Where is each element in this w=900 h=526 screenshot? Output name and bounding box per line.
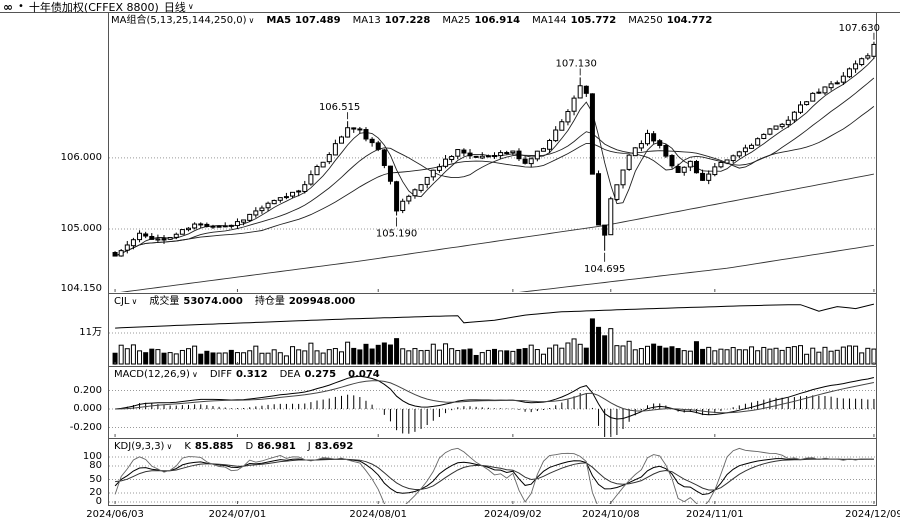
field-value: 107.228 (384, 15, 431, 26)
field-label: MA250 (628, 15, 663, 26)
volume-indicator-selector[interactable]: CJL ∨ (114, 296, 137, 308)
field-label: DIFF (209, 369, 232, 380)
field-value: 85.885 (194, 441, 234, 452)
chevron-down-icon: ∨ (131, 297, 138, 306)
field-value: 0.312 (235, 369, 268, 380)
svg-text:107.130: 107.130 (556, 58, 597, 69)
field-label: 成交量 (149, 296, 180, 307)
field-label: DEA (279, 369, 301, 380)
field-label: 持仓量 (254, 296, 285, 307)
chevron-down-icon: ∨ (166, 442, 173, 451)
chevron-down-icon: ∨ (191, 370, 198, 379)
macd-indicator-label: MACD(12,26,9) (114, 369, 190, 380)
field-label: K (184, 441, 191, 452)
macd-legend: DIFF 0.312 DEA 0.275 0.074 (210, 369, 380, 381)
svg-text:107.630: 107.630 (839, 23, 880, 34)
legend-item: MA144 105.772 (532, 15, 616, 27)
field-value: 83.692 (314, 441, 354, 452)
ma-legend: MA5 107.489 MA13 107.228 MA25 106.914 MA144 105… (266, 15, 712, 27)
field-value: 105.772 (570, 15, 617, 26)
legend-item: MA25 106.914 (442, 15, 520, 27)
volume-indicator-label: CJL (114, 296, 130, 307)
legend-item: MA13 107.228 (353, 15, 431, 27)
legend-item: MA5 107.489 (266, 15, 340, 27)
symbol-title: 十年债加权(CFFEX 8800) (28, 0, 159, 14)
volume-legend: 成交量 53074.000 持仓量 209948.000 (149, 296, 355, 308)
kdj-panel-header: KDJ(9,3,3) ∨ K 85.885 D 86.981 J 83.692 (114, 441, 353, 453)
volume-panel-header: CJL ∨ 成交量 53074.000 持仓量 209948.000 (114, 296, 355, 308)
field-value: 106.914 (474, 15, 521, 26)
chevron-down-icon: ∨ (187, 1, 194, 11)
kdj-indicator-label: KDJ(9,3,3) (114, 441, 165, 452)
link-icon[interactable]: ∞ (3, 0, 13, 14)
ma-indicator-label: MA组合(5,13,25,144,250,0) (111, 15, 247, 26)
field-value: 107.489 (295, 15, 341, 26)
legend-item: MA250 104.772 (628, 15, 712, 27)
legend-item: K 85.885 (184, 441, 233, 453)
field-value: 0.074 (348, 369, 380, 380)
field-label: MA13 (352, 15, 381, 26)
period-label: 日线 (163, 0, 186, 14)
field-value: 0.275 (304, 369, 337, 380)
chevron-down-icon: ∨ (248, 16, 255, 25)
field-label: MA5 (266, 15, 292, 26)
field-value: 53074.000 (183, 296, 243, 307)
field-label: MA25 (442, 15, 471, 26)
kdj-legend: K 85.885 D 86.981 J 83.692 (184, 441, 353, 453)
titlebar: ∞ • 十年债加权(CFFEX 8800) 日线 ∨ (3, 0, 194, 15)
field-label: MA144 (532, 15, 567, 26)
bullet-icon: • (18, 1, 24, 12)
legend-item: J 83.692 (308, 441, 354, 453)
field-value: 209948.000 (288, 296, 356, 307)
macd-panel-header: MACD(12,26,9) ∨ DIFF 0.312 DEA 0.275 0.074 (114, 369, 380, 381)
field-label: J (307, 441, 311, 452)
legend-item: 成交量 53074.000 (149, 296, 242, 308)
legend-item: DIFF 0.312 (210, 369, 268, 381)
legend-item: 持仓量 209948.000 (255, 296, 355, 308)
field-value: 86.981 (257, 441, 296, 452)
svg-text:104.695: 104.695 (584, 264, 625, 275)
svg-text:106.515: 106.515 (319, 102, 360, 113)
kdj-indicator-selector[interactable]: KDJ(9,3,3) ∨ (114, 441, 172, 453)
legend-item: DEA 0.275 (280, 369, 337, 381)
main-panel-header: MA组合(5,13,25,144,250,0) ∨ MA5 107.489 MA13 1… (111, 15, 712, 27)
macd-indicator-selector[interactable]: MACD(12,26,9) ∨ (114, 369, 198, 381)
ma-indicator-selector[interactable]: MA组合(5,13,25,144,250,0) ∨ (111, 15, 254, 27)
legend-item: 0.074 (348, 369, 380, 381)
period-selector[interactable]: 日线 ∨ (164, 0, 194, 15)
legend-item: D 86.981 (245, 441, 295, 453)
field-label: D (245, 441, 254, 452)
field-value: 104.772 (666, 15, 713, 26)
svg-text:105.190: 105.190 (376, 229, 417, 240)
